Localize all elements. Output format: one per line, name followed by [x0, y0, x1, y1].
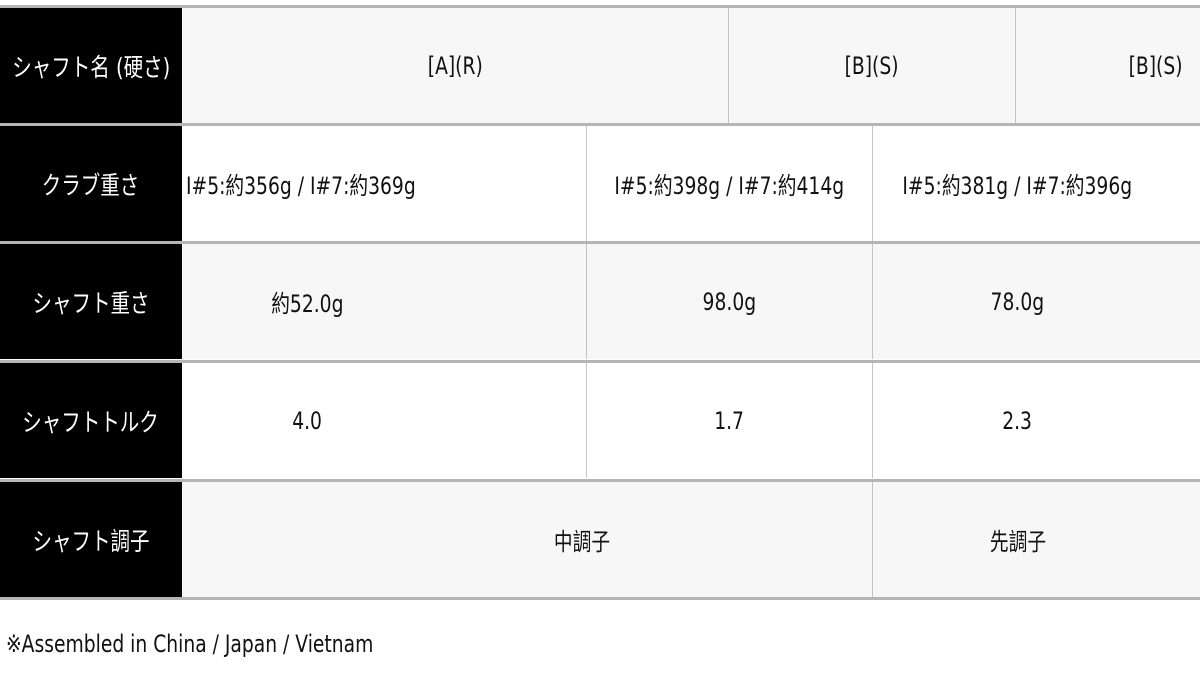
cell-text: 78.0g — [990, 287, 1045, 316]
row-header: クラブ重さ — [0, 126, 182, 241]
row-header: シャフト重さ — [0, 244, 182, 359]
table-cell: 4.0 — [182, 363, 432, 478]
cell-text: [B](S) — [1128, 51, 1183, 80]
cell-text: 98.0g — [702, 287, 757, 316]
cell-text: 4.0 — [292, 406, 322, 435]
table-cell: 先調子 — [872, 482, 1162, 597]
table-row-shaft-name: シャフト名 (硬さ) [A](R) [B](S) [B](S) — [0, 5, 1200, 123]
row-header-label: シャフトトルク — [22, 407, 160, 437]
table-cell: I#5:約398g / I#7:約414g — [586, 126, 872, 241]
table-cell: 2.3 — [872, 363, 1162, 478]
row-header: シャフトトルク — [0, 363, 182, 478]
table-cell: 中調子 — [182, 482, 982, 597]
table-cell: [A](R) — [182, 8, 728, 123]
table-row-shaft-torque: シャフトトルク 4.0 1.7 2.3 — [0, 360, 1200, 478]
cell-text: [A](R) — [427, 51, 483, 80]
cell-text: 2.3 — [1002, 406, 1033, 435]
row-header-label: シャフト名 (硬さ) — [12, 52, 170, 82]
table-cell: [B](S) — [1015, 8, 1200, 123]
table-cell: 78.0g — [872, 244, 1162, 359]
cell-text: 先調子 — [989, 528, 1046, 556]
cell-text: 約52.0g — [270, 290, 344, 318]
footnote: ※Assembled in China / Japan / Vietnam — [6, 630, 477, 658]
row-header: シャフト調子 — [0, 482, 182, 597]
row-header-label: シャフト調子 — [32, 526, 150, 556]
row-header-label: シャフト重さ — [32, 288, 150, 318]
footnote-text: ※Assembled in China / Japan / Vietnam — [6, 630, 374, 658]
cell-text: I#5:約381g / I#7:約396g — [902, 172, 1133, 200]
row-header-label: クラブ重さ — [42, 170, 140, 200]
cell-text: I#5:約398g / I#7:約414g — [614, 172, 845, 200]
cell-text: [B](S) — [845, 51, 899, 80]
table-cell: I#5:約381g / I#7:約396g — [872, 126, 1162, 241]
table-cell: 1.7 — [586, 363, 872, 478]
table-row-shaft-weight: シャフト重さ 約52.0g 98.0g 78.0g — [0, 241, 1200, 359]
cell-text: 1.7 — [714, 406, 745, 435]
cell-text: 中調子 — [553, 528, 611, 556]
table-cell: 約52.0g — [182, 244, 432, 359]
row-header: シャフト名 (硬さ) — [0, 8, 182, 123]
table-cell: I#5:約356g / I#7:約369g — [182, 126, 586, 241]
cell-text: I#5:約356g / I#7:約369g — [186, 172, 416, 200]
table-row-shaft-kick-point: シャフト調子 中調子 先調子 — [0, 479, 1200, 600]
table-row-club-weight: クラブ重さ I#5:約356g / I#7:約369g I#5:約398g / … — [0, 123, 1200, 241]
table-cell: [B](S) — [728, 8, 1015, 123]
table-cell: 98.0g — [586, 244, 872, 359]
